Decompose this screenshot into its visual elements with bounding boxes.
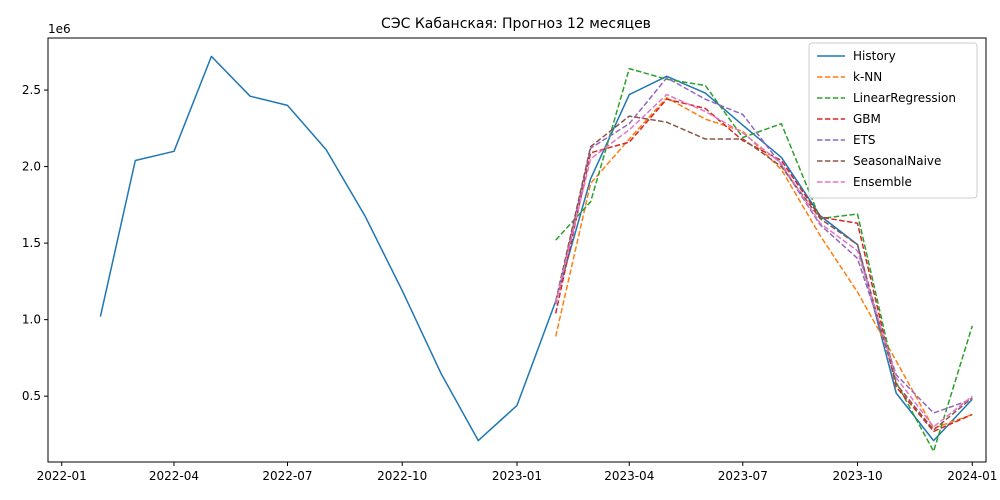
x-tick-label: 2022-07 — [262, 469, 312, 483]
y-axis: 0.5 1.0 1.5 2.0 2.5 — [22, 83, 48, 403]
x-tick-label: 2022-01 — [37, 469, 87, 483]
x-tick-label: 2023-01 — [492, 469, 542, 483]
series-line-gbm — [554, 98, 973, 433]
chart-title: СЭС Кабанская: Прогноз 12 месяцев — [381, 16, 651, 32]
y-tick-label: 2.5 — [22, 83, 41, 97]
x-tick-label: 2022-10 — [377, 469, 427, 483]
legend-label: ETS — [853, 133, 876, 147]
legend-label: GBM — [853, 112, 881, 126]
legend-label: LinearRegression — [853, 91, 956, 105]
legend-label: k-NN — [853, 70, 882, 84]
legend: History k-NN LinearRegression GBM ETS Seasona… — [808, 42, 978, 199]
series-line-history — [99, 55, 973, 442]
legend-label: SeasonalNaive — [853, 154, 941, 168]
series-line-ets — [554, 77, 973, 414]
x-tick-label: 2023-10 — [832, 469, 882, 483]
plot-lines — [99, 55, 974, 453]
legend-label: History — [853, 49, 896, 63]
y-tick-label: 2.0 — [22, 160, 41, 174]
series-line-seasonalnaive — [554, 115, 973, 431]
x-tick-label: 2023-07 — [718, 469, 768, 483]
y-tick-label: 0.5 — [22, 389, 41, 403]
x-axis: 2022-01 2022-04 2022-07 2022-10 2023-01 2023-… — [37, 462, 997, 483]
x-tick-label: 2024-01 — [947, 469, 997, 483]
series-line-linearregression — [555, 67, 974, 453]
x-tick-label: 2022-04 — [149, 469, 199, 483]
legend-box — [808, 42, 978, 199]
y-offset-label: 1e6 — [48, 22, 71, 36]
y-tick-label: 1.5 — [22, 236, 41, 250]
x-tick-label: 2023-04 — [604, 469, 654, 483]
legend-label: Ensemble — [853, 175, 912, 189]
series-line-ensemble — [554, 93, 973, 428]
y-tick-label: 1.0 — [22, 313, 41, 327]
